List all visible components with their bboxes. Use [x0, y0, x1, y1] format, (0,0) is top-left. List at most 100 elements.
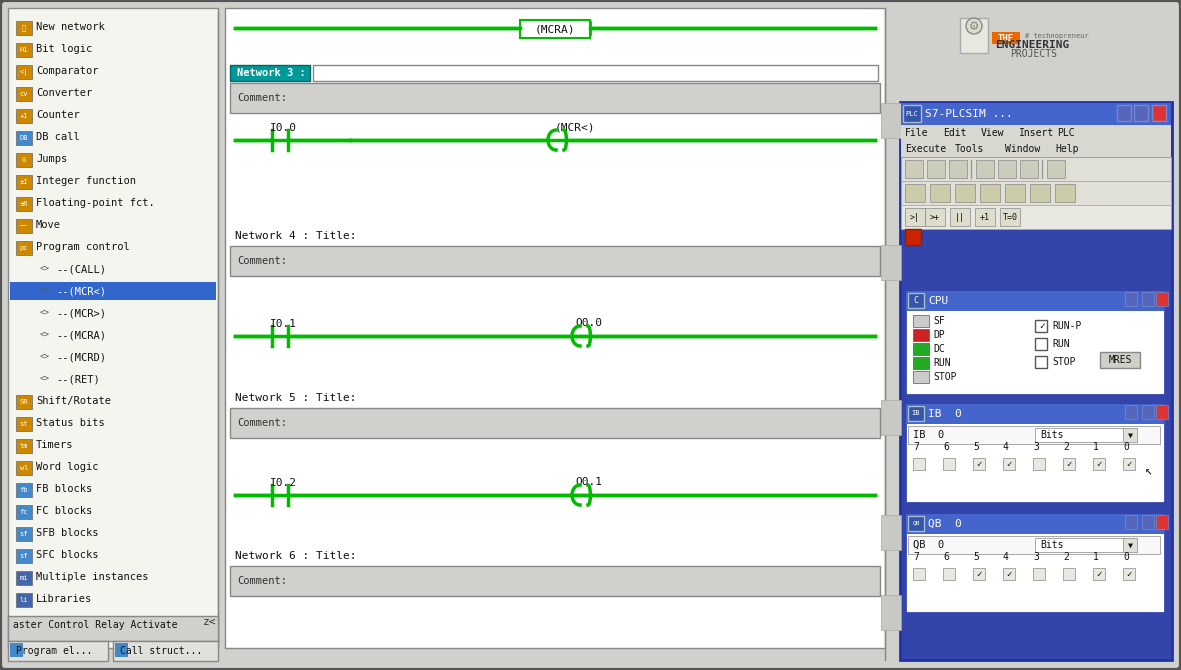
Text: Bit logic: Bit logic — [35, 44, 92, 54]
Text: 3: 3 — [1033, 442, 1039, 452]
Text: Execute: Execute — [905, 144, 946, 154]
Text: H1: H1 — [20, 47, 28, 53]
Bar — [17, 549, 32, 563]
Text: <>: <> — [40, 287, 50, 295]
Bar — [8, 616, 218, 641]
Text: >|: >| — [911, 212, 920, 222]
Bar — [230, 246, 880, 276]
Text: # technopreneur: # technopreneur — [1025, 33, 1089, 39]
Bar — [906, 404, 1164, 424]
Bar — [1142, 405, 1154, 419]
Bar — [929, 184, 950, 202]
Bar — [881, 103, 901, 138]
Text: --(MCRA): --(MCRA) — [56, 330, 106, 340]
Text: Libraries: Libraries — [35, 594, 92, 604]
Text: C: C — [913, 295, 919, 304]
Bar — [901, 141, 1172, 157]
Text: RUN: RUN — [933, 358, 951, 368]
Text: --(MCR<): --(MCR<) — [56, 286, 106, 296]
Text: 6: 6 — [942, 442, 948, 452]
Text: cv: cv — [20, 91, 28, 97]
Text: ✓: ✓ — [1096, 460, 1102, 468]
Bar — [901, 125, 1172, 141]
Bar — [113, 641, 218, 661]
Bar — [17, 527, 32, 541]
Text: <>: <> — [40, 352, 50, 362]
Text: --(CALL): --(CALL) — [56, 264, 106, 274]
Text: I0.0: I0.0 — [270, 123, 296, 133]
Text: Floating-point fct.: Floating-point fct. — [35, 198, 155, 208]
Text: ✓: ✓ — [1006, 570, 1012, 578]
Text: SR: SR — [20, 399, 28, 405]
Bar — [1142, 515, 1154, 529]
Bar — [913, 329, 929, 341]
Bar — [900, 102, 1172, 660]
Bar — [973, 458, 985, 470]
Text: STOP: STOP — [1052, 357, 1076, 367]
Text: ⚙: ⚙ — [970, 19, 978, 33]
Text: Comment:: Comment: — [237, 93, 287, 103]
Bar — [950, 160, 967, 178]
Bar — [1156, 405, 1168, 419]
Bar — [1035, 320, 1048, 332]
Text: Network 6 : Title:: Network 6 : Title: — [235, 551, 357, 561]
Bar — [1125, 292, 1137, 306]
Bar — [8, 641, 107, 661]
Bar — [901, 103, 1172, 125]
Text: Jumps: Jumps — [35, 154, 67, 164]
Bar — [17, 175, 32, 189]
Bar — [1092, 568, 1105, 580]
Bar — [908, 536, 1160, 554]
Text: DB call: DB call — [35, 132, 80, 142]
Text: Comment:: Comment: — [237, 576, 287, 586]
Bar — [17, 65, 32, 79]
Text: SFC blocks: SFC blocks — [35, 550, 98, 560]
Bar — [1100, 352, 1140, 368]
Bar — [927, 160, 945, 178]
Bar — [903, 105, 921, 122]
Text: MRES: MRES — [1108, 355, 1131, 365]
Bar — [1125, 515, 1137, 529]
Bar — [901, 157, 1172, 181]
Bar — [17, 593, 32, 607]
Text: ~~: ~~ — [20, 223, 28, 229]
Text: --(RET): --(RET) — [56, 374, 99, 384]
Text: Help: Help — [1055, 144, 1078, 154]
Text: Integer function: Integer function — [35, 176, 136, 186]
Text: DP: DP — [933, 330, 945, 340]
Text: QB  0: QB 0 — [928, 519, 961, 529]
Bar — [1035, 538, 1125, 552]
Text: Status bits: Status bits — [35, 418, 105, 428]
Bar — [1033, 568, 1045, 580]
Bar — [908, 516, 924, 531]
Text: PROJECTS: PROJECTS — [1010, 49, 1057, 59]
Text: FB blocks: FB blocks — [35, 484, 92, 494]
Bar — [976, 208, 996, 226]
Bar — [1156, 515, 1168, 529]
Text: <>: <> — [40, 375, 50, 383]
Text: Program control: Program control — [35, 242, 130, 252]
Text: fc: fc — [20, 509, 28, 515]
Bar — [905, 229, 921, 245]
Bar — [1123, 538, 1137, 552]
Bar — [230, 83, 880, 113]
Bar — [913, 315, 929, 327]
Text: ✓: ✓ — [1096, 570, 1102, 578]
Bar — [1142, 292, 1154, 306]
Text: View: View — [981, 128, 1005, 138]
Text: Edit: Edit — [942, 128, 966, 138]
Text: 🔧: 🔧 — [22, 25, 26, 31]
Bar — [1048, 160, 1065, 178]
Bar — [905, 160, 924, 178]
Text: Network 3 :: Network 3 : — [237, 68, 306, 78]
Text: I0.2: I0.2 — [270, 478, 296, 488]
Text: ✓: ✓ — [977, 570, 981, 578]
Bar — [1035, 356, 1048, 368]
Text: ±I: ±I — [20, 179, 28, 185]
Text: Program el...: Program el... — [17, 646, 92, 656]
Text: PLC: PLC — [1057, 128, 1075, 138]
Text: ENGINEERING: ENGINEERING — [996, 40, 1069, 50]
Bar — [230, 65, 309, 81]
Bar — [908, 293, 924, 308]
Text: Tools: Tools — [955, 144, 985, 154]
